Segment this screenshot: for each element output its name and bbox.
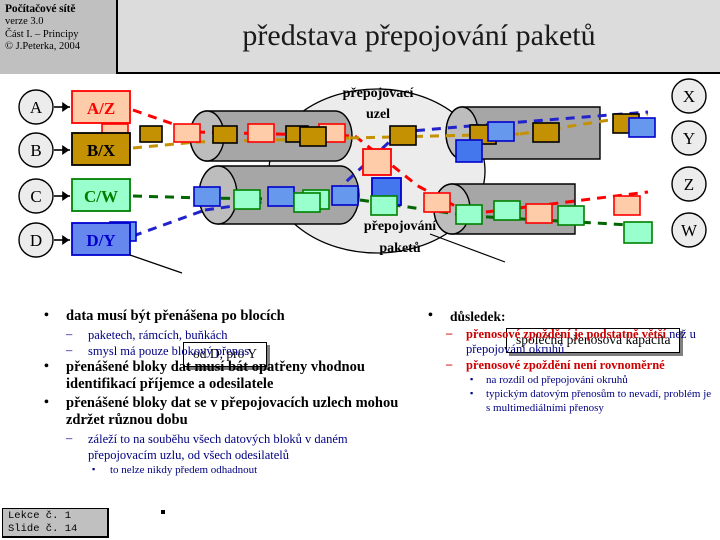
cloud-label-bottom-line1: přepojování [364,219,437,234]
bullet-level3: ▪ [470,388,474,398]
endpoint-y: Y [671,120,707,156]
box-bx: B/X [71,132,131,166]
endpoint-w-label: W [681,221,698,240]
endpoint-d-label: D [30,231,42,250]
header-brand-block: Počítačové sítě verze 3.0 Část I. – Prin… [0,0,118,74]
bullet-level2: – [66,342,73,357]
bullet-level2: – [66,326,73,341]
content-right-column: • důsledek: – přenosové zpoždění je pods… [414,308,714,415]
callout-od-d-pro-y: od D, pro Y [183,342,267,367]
bullet-level1: • [44,358,49,374]
list-item: – přenosové zpoždění není rovnoměrné [414,356,714,374]
list-item-text: přenášené bloky dat musí bát opatřeny vh… [66,358,365,393]
list-item: ▪ na rozdíl od přepojování okruhů [414,373,714,387]
list-item: – smysl má pouze blokový přenos [22,343,412,359]
left-bullet-list: • data musí být přenášena po blocích – p… [22,308,412,477]
bullet-level2: – [66,430,73,445]
box-cw-label: C/W [84,187,118,206]
list-item: – paketech, rámcích, buňkách [22,327,412,343]
cloud-label-top-line2: uzel [366,107,390,122]
bullet-level2: – [446,356,453,371]
endpoint-x: X [671,78,707,114]
endpoint-x-label: X [683,87,695,106]
callout-leaders [129,233,506,274]
bullet-level3: ▪ [470,374,474,384]
brand-copyright: © J.Peterka, 2004 [5,41,81,52]
cloud-label-top-line1: přepojovací [343,86,415,101]
brand-part: Část I. – Principy [5,28,79,40]
endpoint-b: B [18,132,54,168]
list-item: • přenášené bloky dat musí bát opatřeny … [22,359,412,394]
packet-group-right-exits [455,117,656,244]
bullet-level1: • [44,308,49,323]
list-item-text: typickým datovým přenosům to nevadí, pro… [486,388,712,414]
endpoint-c: C [18,178,54,214]
endpoint-arrows [54,101,70,246]
endpoint-z: Z [671,166,707,202]
list-item: ▪ to nelze nikdy předem odhadnout [22,463,412,478]
list-item-text: paketech, rámcích, buňkách [88,327,228,342]
callout-spolecna-kapacita: společná přenosová kapacita [506,328,681,353]
list-item-emph: přenosové zpoždění není rovnoměrné [466,357,665,372]
footer-lesson-box: Lekce č. 1 Slide č. 14 [2,508,109,538]
bullet-level3: ▪ [92,463,96,474]
bullet-level2: – [446,325,453,340]
list-item: • přenášené bloky dat se v přepojovacích… [22,395,412,430]
packet-group-cloud-lower [293,192,585,226]
endpoint-z-label: Z [684,175,694,194]
right-bullet-list: • důsledek: – přenosové zpoždění je pods… [414,308,714,415]
slide-title: představa přepojování paketů [242,19,596,52]
endpoint-c-label: C [30,187,41,206]
network-diagram: A B C D A/ [0,74,720,367]
list-item-text: důsledek: [450,309,506,324]
brand-version: verze 3.0 [5,16,44,27]
list-item-text: záleží to na souběhu všech datových blok… [88,431,348,462]
list-item-emph: přenosové zpoždění je podstatně větší [466,326,666,341]
footer-marker-dot [161,510,165,514]
cloud-label-bottom-line2: paketů [379,241,420,256]
endpoint-a: A [18,89,54,125]
list-item: – přenosové zpoždění je podstatně větší … [414,325,714,358]
list-item: ▪ typickým datovým přenosům to nevadí, p… [414,387,714,415]
bullet-level1: • [44,394,49,410]
box-az-label: A/Z [87,99,115,118]
list-item-text: data musí být přenášena po blocích [66,308,285,324]
list-item: • data musí být přenášena po blocích [22,308,412,326]
brand-title: Počítačové sítě [5,3,76,15]
box-az: A/Z [71,90,131,124]
content-columns: • data musí být přenášena po blocích – p… [0,308,720,520]
bullet-level1: • [428,308,433,323]
endpoint-y-label: Y [683,129,695,148]
footer-slide-line: Slide č. 14 [8,522,78,535]
list-item-plain: než u přepojování okruhů [466,326,696,357]
endpoint-b-label: B [30,141,41,160]
endpoint-a-label: A [30,98,43,117]
box-cw: C/W [71,178,131,212]
endpoint-w: W [671,212,707,248]
header-band: Počítačové sítě verze 3.0 Část I. – Prin… [0,0,720,74]
box-bx-label: B/X [87,141,116,160]
list-item-text: přenášené bloky dat se v přepojovacích u… [66,394,399,429]
content-left-column: • data musí být přenášena po blocích – p… [22,308,412,477]
box-dy: D/Y [71,222,131,256]
list-item-text: to nelze nikdy předem odhadnout [110,463,258,476]
list-item: – záleží to na souběhu všech datových bl… [22,431,412,463]
endpoint-d: D [18,222,54,258]
list-item-text: smysl má pouze blokový přenos [88,343,250,358]
packet-group-cloud-center [362,148,402,206]
footer-lesson-line: Lekce č. 1 [8,510,72,522]
box-dy-label: D/Y [86,231,115,250]
list-item-text: na rozdíl od přepojování okruhů [486,374,628,386]
list-item: • důsledek: [414,308,714,326]
